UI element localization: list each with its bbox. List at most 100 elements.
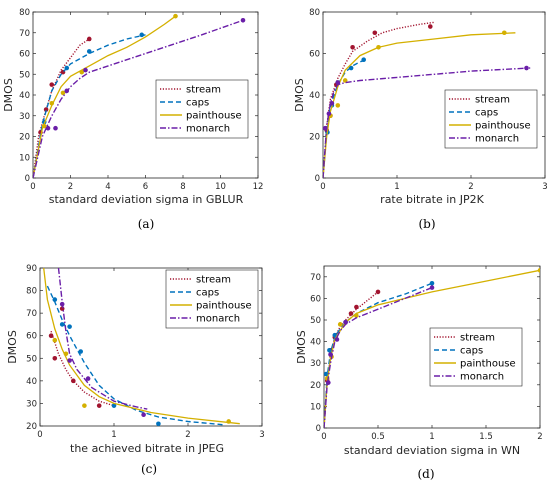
data-point-painthouse [335, 103, 341, 108]
series-line-stream [50, 330, 115, 407]
series-line-caps [33, 34, 146, 178]
y-tick-label: 70 [19, 29, 30, 39]
y-tick-label: 20 [19, 133, 30, 143]
series-line-stream [33, 38, 90, 178]
data-point-stream [350, 44, 355, 50]
x-tick-label: 2 [468, 182, 473, 192]
legend: stream caps painthouse monarch [444, 89, 538, 149]
legend-label-monarch: monarch [460, 372, 504, 383]
data-point-stream [86, 36, 92, 42]
data-point-monarch [329, 101, 335, 106]
data-point-monarch [429, 285, 435, 290]
data-point-painthouse [502, 30, 507, 36]
data-point-monarch [141, 412, 146, 418]
x-axis-label: the achieved bitrate in JPEG [70, 442, 224, 455]
y-tick-label: 10 [310, 402, 321, 412]
y-tick-label: 30 [310, 359, 321, 369]
data-point-painthouse [537, 268, 540, 273]
y-tick-label: 40 [310, 338, 321, 348]
legend-label-monarch: monarch [475, 134, 519, 145]
x-tick-label: 0 [320, 182, 325, 192]
panel-b: 0 1 2 3 0 20 40 60 80 rate bitrate in JP2K DMOS str… [293, 8, 548, 231]
data-point-monarch [334, 337, 340, 342]
x-tick-label: 2 [68, 182, 73, 192]
y-tick-label: 30 [19, 112, 30, 122]
series-line-monarch [324, 286, 433, 428]
plot-area [33, 13, 246, 178]
data-point-stream [428, 24, 433, 29]
data-point-painthouse [376, 44, 381, 50]
data-point-stream [372, 30, 378, 36]
legend-label-painthouse: painthouse [186, 111, 242, 122]
axes-frame [39, 267, 263, 427]
y-tick-label: 30 [26, 399, 37, 409]
data-point-caps [139, 32, 145, 38]
y-tick-label: 50 [26, 354, 37, 364]
data-point-monarch [335, 80, 341, 85]
y-tick-label: 40 [19, 91, 30, 101]
y-tick-label: 20 [26, 422, 37, 432]
y-tick-label: 60 [19, 50, 30, 60]
legend-label-painthouse: painthouse [196, 301, 252, 312]
x-tick-label: 0.5 [371, 432, 385, 442]
data-point-monarch [326, 111, 332, 116]
data-point-stream [375, 289, 381, 295]
data-point-caps [332, 332, 338, 338]
x-tick-label: 8 [180, 182, 185, 192]
data-point-caps [67, 324, 72, 329]
legend-label-stream: stream [460, 333, 495, 344]
data-point-painthouse [342, 78, 348, 83]
series-line-painthouse [43, 268, 240, 425]
data-point-monarch [524, 65, 529, 71]
x-tick-label: 3 [542, 182, 547, 192]
data-point-monarch [343, 319, 348, 325]
data-point-monarch [85, 376, 91, 381]
series-line-monarch [33, 19, 244, 178]
y-axis-label: DMOS [6, 330, 19, 364]
x-tick-label: 0 [321, 432, 326, 442]
y-tick-label: 20 [309, 133, 320, 143]
data-point-monarch [323, 125, 328, 131]
data-point-monarch [240, 18, 246, 23]
y-tick-label: 20 [310, 381, 321, 391]
y-tick-label: 40 [26, 377, 37, 387]
x-tick-label: 12 [253, 182, 264, 192]
data-point-caps [111, 403, 117, 408]
data-point-caps [429, 280, 435, 286]
legend-label-caps: caps [186, 98, 209, 109]
data-point-painthouse [60, 90, 66, 96]
data-point-caps [86, 49, 92, 54]
data-point-painthouse [82, 403, 87, 408]
legend-label-caps: caps [196, 288, 219, 299]
y-tick-label: 60 [309, 50, 320, 60]
plot-area [43, 268, 240, 426]
y-tick-label: 70 [310, 273, 321, 283]
plot-area [323, 21, 531, 178]
y-tick-label: 50 [19, 70, 30, 80]
data-point-stream [348, 311, 354, 316]
legend-label-stream: stream [196, 275, 231, 286]
data-point-painthouse [226, 419, 231, 424]
legend-label-monarch: monarch [196, 314, 240, 325]
data-point-monarch [53, 125, 58, 131]
data-point-caps [52, 297, 58, 302]
y-tick-label: 80 [26, 287, 37, 297]
plot-area [324, 268, 540, 428]
data-point-monarch [83, 67, 88, 73]
x-tick-label: 2 [537, 432, 542, 442]
y-tick-label: 60 [310, 294, 321, 304]
y-tick-label: 70 [26, 309, 37, 319]
y-tick-label: 80 [19, 8, 30, 18]
x-tick-label: 4 [105, 182, 110, 192]
x-tick-label: 0 [30, 182, 35, 192]
series-line-caps [46, 285, 226, 426]
data-point-monarch [67, 358, 72, 363]
data-point-monarch [59, 301, 65, 307]
data-point-caps [361, 57, 367, 63]
series-line-monarch [57, 268, 148, 410]
x-tick-label: 6 [143, 182, 148, 192]
data-point-stream [96, 403, 102, 408]
x-tick-label: 0 [37, 430, 42, 440]
data-point-painthouse [41, 123, 47, 129]
